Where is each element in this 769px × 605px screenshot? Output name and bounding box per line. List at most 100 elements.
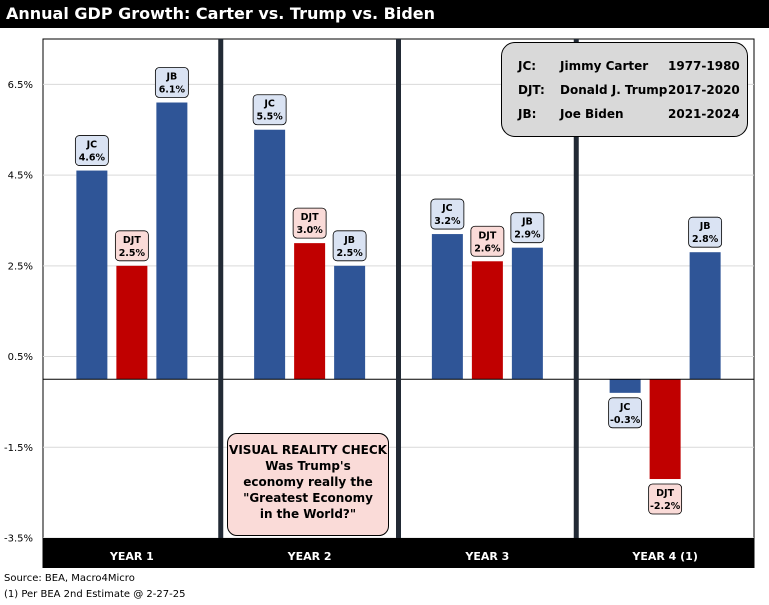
callout-series: JC	[263, 99, 275, 110]
callout-series: JB	[521, 217, 533, 228]
value-callout-jb: JB 2.9%	[510, 212, 545, 244]
callout-box	[510, 212, 545, 244]
legend-years: 2021-2024	[668, 107, 740, 121]
legend-abbr: DJT:	[518, 83, 545, 97]
value-callout-djt: DJT 2.6%	[470, 225, 505, 257]
y-tick-label: 2.5%	[8, 261, 33, 272]
legend-name: Donald J. Trump	[560, 83, 668, 97]
bar-jb	[511, 247, 543, 380]
callout-value: 2.8%	[692, 234, 719, 245]
bar-jc	[609, 379, 641, 393]
year-divider	[396, 39, 401, 538]
source-note: Source: BEA, Macro4Micro	[4, 573, 135, 584]
callout-value: -0.3%	[610, 415, 641, 426]
callout-box	[608, 397, 643, 429]
callout-value: 5.5%	[256, 112, 283, 123]
callout-value: 2.5%	[336, 248, 363, 259]
x-axis-band	[43, 538, 754, 568]
y-tick-label: 4.5%	[8, 171, 33, 182]
bar-djt	[116, 265, 148, 380]
callout-value: 3.0%	[296, 225, 323, 236]
footnote: (1) Per BEA 2nd Estimate @ 2-27-25	[4, 589, 186, 600]
reality-check-line: in the World?"	[259, 507, 357, 521]
y-tick-label: 0.5%	[8, 352, 33, 363]
value-callout-jb: JB 6.1%	[154, 67, 189, 98]
year-divider	[218, 39, 224, 538]
callout-value: 4.6%	[79, 153, 106, 164]
bar-jb	[334, 265, 366, 380]
reality-check-line: VISUAL REALITY CHECK	[229, 443, 387, 457]
callout-series: JC	[619, 402, 631, 413]
callout-box	[648, 483, 683, 515]
legend-box: JC: Jimmy Carter 1977-1980 DJT: Donald J…	[501, 42, 748, 137]
legend-abbr: JB:	[518, 107, 537, 121]
callout-value: 2.6%	[474, 243, 501, 254]
callout-series: JB	[699, 221, 711, 232]
callout-box	[114, 230, 149, 262]
legend-abbr: JC:	[518, 59, 537, 73]
callout-value: 2.9%	[514, 230, 541, 241]
callout-series: DJT	[656, 488, 674, 499]
callout-series: DJT	[123, 235, 141, 246]
value-callouts: JC 4.6% DJT 2.5% JB 6.1% JC 5.5% DJT 3.0% JB 2.5% JC…	[74, 67, 723, 515]
y-tick-label: 6.5%	[8, 80, 33, 91]
bar-jb	[689, 252, 721, 380]
value-callout-jb: JB 2.8%	[688, 216, 723, 248]
value-callout-jc: JC -0.3%	[608, 397, 643, 429]
bar-djt	[471, 261, 503, 380]
callout-box	[470, 225, 505, 257]
callout-series: DJT	[478, 230, 496, 241]
callout-box	[74, 135, 109, 166]
callout-box	[154, 67, 189, 98]
y-axis-ticks: 6.5% 4.5% 2.5% 0.5% -1.5% -3.5%	[4, 80, 33, 545]
value-callout-djt: DJT -2.2%	[648, 483, 683, 515]
x-axis-categories: YEAR 1 YEAR 2 YEAR 3 YEAR 4 (1)	[109, 550, 698, 563]
value-callout-jc: JC 4.6%	[74, 135, 109, 166]
bars	[76, 102, 721, 480]
x-category-label: YEAR 2	[287, 550, 332, 563]
x-category-label: YEAR 3	[464, 550, 509, 563]
callout-value: 6.1%	[159, 85, 186, 96]
value-callout-djt: DJT 2.5%	[114, 230, 149, 262]
legend-years: 1977-1980	[668, 59, 740, 73]
callout-box	[332, 230, 367, 262]
callout-series: JB	[165, 72, 177, 83]
y-tick-label: -1.5%	[4, 443, 33, 454]
callout-series: JB	[343, 235, 355, 246]
reality-check-line: Was Trump's	[265, 459, 351, 473]
callout-series: JC	[441, 203, 453, 214]
bar-jb	[156, 102, 188, 380]
callout-box	[292, 207, 327, 239]
year-dividers	[218, 39, 579, 538]
bar-djt	[649, 379, 681, 480]
legend-row-jc: JC: Jimmy Carter 1977-1980	[502, 59, 749, 79]
legend-years: 2017-2020	[668, 83, 740, 97]
bar-jc	[76, 170, 108, 380]
callout-value: 3.2%	[434, 216, 461, 227]
legend-name: Joe Biden	[560, 107, 624, 121]
bar-djt	[294, 243, 326, 380]
callout-box	[252, 94, 287, 126]
value-callout-jc: JC 5.5%	[252, 94, 287, 126]
callout-box	[688, 216, 723, 248]
value-callout-djt: DJT 3.0%	[292, 207, 327, 239]
bar-jc	[431, 234, 463, 380]
callout-value: -2.2%	[650, 501, 681, 512]
bar-jc	[254, 129, 286, 380]
reality-check-line: "Greatest Economy	[243, 491, 373, 505]
legend-row-jb: JB: Joe Biden 2021-2024	[502, 107, 749, 127]
callout-series: DJT	[301, 212, 319, 223]
callout-box	[430, 198, 465, 230]
reality-check-line: economy really the	[243, 475, 373, 489]
callout-series: JC	[86, 140, 98, 151]
legend-name: Jimmy Carter	[560, 59, 649, 73]
value-callout-jc: JC 3.2%	[430, 198, 465, 230]
x-category-label: YEAR 4 (1)	[631, 550, 697, 563]
legend-row-djt: DJT: Donald J. Trump 2017-2020	[502, 83, 749, 103]
value-callout-jb: JB 2.5%	[332, 230, 367, 262]
y-tick-label: -3.5%	[4, 534, 33, 545]
callout-value: 2.5%	[119, 248, 146, 259]
x-category-label: YEAR 1	[109, 550, 154, 563]
chart-title: Annual GDP Growth: Carter vs. Trump vs. …	[0, 0, 769, 28]
year-divider	[573, 39, 579, 538]
